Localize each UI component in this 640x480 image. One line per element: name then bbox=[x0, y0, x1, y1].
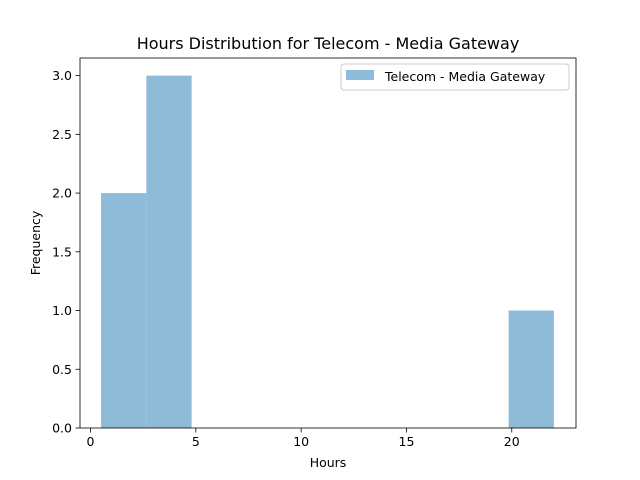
y-tick-label: 2.5 bbox=[52, 127, 72, 142]
x-tick-label: 0 bbox=[87, 434, 95, 449]
legend-swatch bbox=[346, 70, 374, 80]
x-tick-label: 10 bbox=[293, 434, 309, 449]
legend: Telecom - Media Gateway bbox=[340, 63, 570, 91]
y-tick-label: 2.0 bbox=[52, 186, 72, 201]
bars-group bbox=[101, 75, 554, 429]
histogram-bar-9 bbox=[508, 310, 554, 428]
y-tick-label: 0.0 bbox=[52, 421, 72, 436]
y-tick-label: 1.0 bbox=[52, 303, 72, 318]
y-axis-label: Frequency bbox=[28, 210, 43, 275]
y-axis-ticks: 0.0 0.5 1.0 1.5 2.0 2.5 3.0 bbox=[52, 68, 80, 436]
x-tick-label: 5 bbox=[192, 434, 200, 449]
chart-title: Hours Distribution for Telecom - Media G… bbox=[137, 34, 520, 53]
legend-label: Telecom - Media Gateway bbox=[384, 69, 546, 84]
y-tick-label: 0.5 bbox=[52, 362, 72, 377]
y-tick-label: 3.0 bbox=[52, 68, 72, 83]
histogram-bar-0 bbox=[101, 193, 147, 428]
x-axis-ticks: 0 5 10 15 20 bbox=[87, 428, 520, 449]
histogram-bar-1 bbox=[146, 75, 192, 429]
x-tick-label: 15 bbox=[399, 434, 415, 449]
y-tick-label: 1.5 bbox=[52, 244, 72, 259]
legend-box bbox=[340, 63, 570, 91]
x-tick-label: 20 bbox=[504, 434, 520, 449]
x-axis-label: Hours bbox=[310, 455, 347, 470]
plot-area-frame bbox=[79, 57, 577, 429]
